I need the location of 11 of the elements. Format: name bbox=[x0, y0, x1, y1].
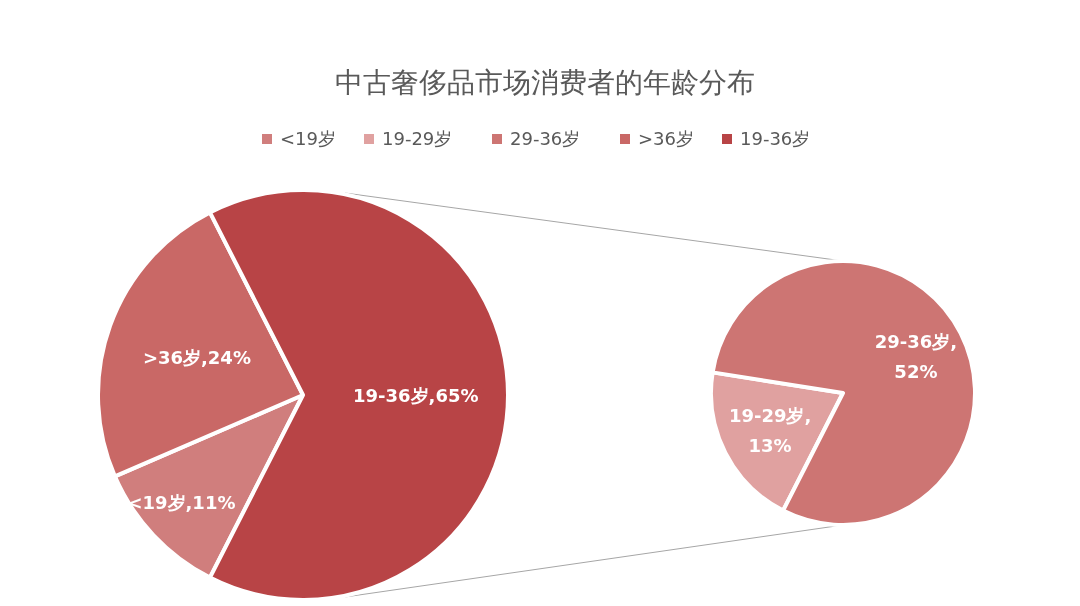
legend-label: 19-36岁 bbox=[740, 128, 811, 149]
legend-label: >36岁 bbox=[638, 128, 694, 149]
chart-title: 中古奢侈品市场消费者的年龄分布 bbox=[335, 66, 755, 99]
data-label: 19-36岁,65% bbox=[353, 385, 479, 406]
legend-label: 19-29岁 bbox=[382, 128, 453, 149]
data-label: >36岁,24% bbox=[142, 346, 251, 368]
data-label: <19岁,11% bbox=[127, 491, 236, 513]
legend-label: 29-36岁 bbox=[510, 128, 581, 149]
legend-label: <19岁 bbox=[280, 128, 336, 149]
data-label: 29-36岁, 52% bbox=[874, 330, 958, 382]
data-label: 19-29岁, 13% bbox=[728, 405, 812, 457]
